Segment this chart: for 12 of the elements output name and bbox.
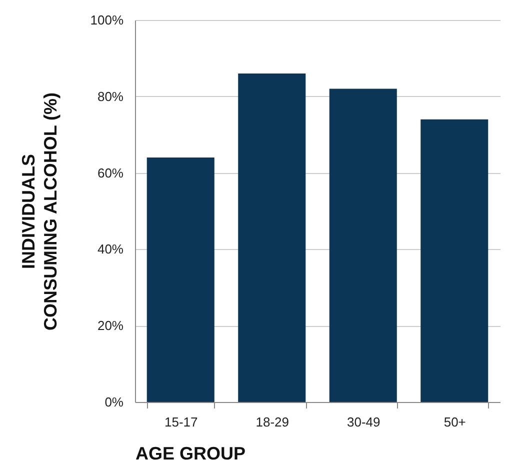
x-axis-title: AGE GROUP xyxy=(136,444,246,464)
y-tick-label: 80% xyxy=(97,88,124,104)
x-tick-label: 15-17 xyxy=(164,414,198,430)
y-tick-label: 60% xyxy=(97,165,124,180)
x-tick-label: 18-29 xyxy=(256,414,289,430)
y-tick-label: 0% xyxy=(104,394,124,410)
x-tick-label: 50+ xyxy=(444,414,466,430)
y-axis-title: INDIVIDUALS CONSUMING ALCOHOL (%) xyxy=(18,92,60,330)
y-tick-label: 20% xyxy=(97,318,124,334)
y-tick-label: 40% xyxy=(97,242,124,257)
y-tick-label: 100% xyxy=(90,12,124,28)
x-tick-label: 30-49 xyxy=(347,414,380,430)
